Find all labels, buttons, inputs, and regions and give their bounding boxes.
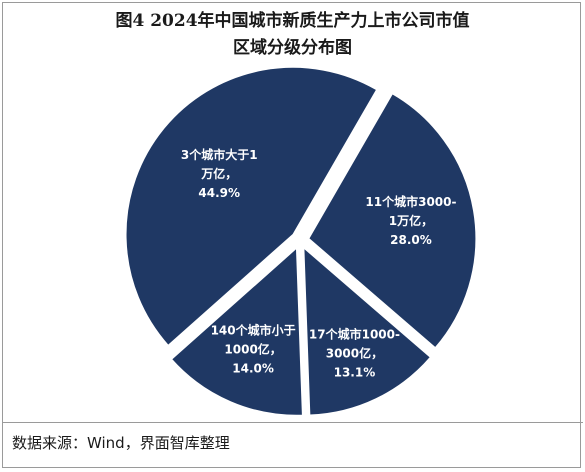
chart-title-line-1: 图4 2024年中国城市新质生产力上市公司市值 — [115, 11, 470, 31]
slice-label-2: 17个城市1000- 3000亿， 13.1% — [309, 327, 400, 380]
slice-label-line: 17个城市1000- — [309, 327, 400, 342]
slice-label-1: 11个城市3000- 1万亿， 28.0% — [365, 194, 456, 247]
slice-label-line: 万亿， — [200, 166, 237, 181]
slice-label-line: 14.0% — [232, 362, 274, 376]
slice-label-3: 140个城市小于 1000亿， 14.0% — [211, 323, 296, 376]
footer-divider — [2, 422, 583, 423]
chart-title: 图4 2024年中国城市新质生产力上市公司市值 区域分级分布图 — [0, 8, 585, 62]
slice-label-line: 3个城市大于1 — [181, 147, 258, 162]
slice-label-line: 140个城市小于 — [211, 323, 296, 338]
pie-slice-2 — [303, 246, 432, 416]
source-note: 数据来源：Wind，界面智库整理 — [12, 434, 230, 452]
slice-label-line: 1000亿， — [224, 342, 281, 357]
pie-slice-1 — [308, 93, 477, 349]
slice-label-4: 3个城市大于1 万亿， 44.9% — [181, 147, 258, 200]
slice-label-line: 13.1% — [334, 366, 376, 380]
slice-label-line: 1万亿， — [389, 213, 433, 228]
slice-label-line: 28.0% — [390, 233, 432, 247]
slice-label-line: 11个城市3000- — [365, 194, 456, 209]
slice-label-line: 3000亿， — [326, 346, 383, 361]
pie-slice-3 — [170, 247, 303, 416]
pie-slice-4 — [125, 66, 378, 346]
slice-label-line: 44.9% — [198, 186, 240, 200]
chart-title-line-2: 区域分级分布图 — [233, 38, 352, 58]
